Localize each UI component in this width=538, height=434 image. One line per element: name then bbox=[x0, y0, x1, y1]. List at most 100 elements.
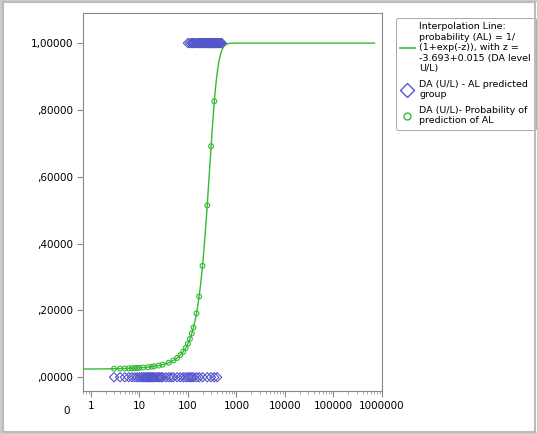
Point bbox=[210, 39, 219, 46]
Point bbox=[147, 374, 156, 381]
Point bbox=[137, 374, 146, 381]
Point bbox=[206, 39, 215, 46]
Point bbox=[217, 39, 225, 46]
Point bbox=[203, 374, 211, 381]
Point bbox=[173, 374, 181, 381]
Point bbox=[167, 374, 175, 381]
Point bbox=[207, 143, 215, 150]
Point bbox=[154, 362, 163, 369]
Point bbox=[135, 365, 144, 372]
Point bbox=[203, 202, 211, 209]
Point bbox=[189, 39, 198, 46]
Point bbox=[201, 39, 210, 46]
Point bbox=[121, 374, 129, 381]
Point bbox=[199, 39, 208, 46]
Point bbox=[176, 352, 185, 358]
Point bbox=[189, 374, 198, 381]
Point bbox=[190, 39, 199, 46]
Point bbox=[110, 374, 118, 381]
Point bbox=[189, 324, 198, 331]
Point bbox=[210, 98, 218, 105]
Point bbox=[110, 365, 118, 372]
Point bbox=[139, 364, 147, 371]
Point bbox=[186, 335, 194, 342]
Point bbox=[213, 39, 222, 46]
Point bbox=[116, 365, 124, 372]
Point bbox=[124, 365, 133, 372]
Point bbox=[216, 39, 224, 46]
Point bbox=[183, 374, 192, 381]
Point bbox=[204, 39, 213, 46]
Point bbox=[128, 374, 136, 381]
Point bbox=[197, 39, 206, 46]
Point bbox=[192, 39, 201, 46]
Point bbox=[164, 374, 173, 381]
Point bbox=[164, 359, 173, 366]
Point bbox=[157, 374, 165, 381]
Point bbox=[145, 374, 154, 381]
Point bbox=[200, 39, 209, 46]
Point bbox=[133, 374, 141, 381]
Point bbox=[186, 39, 194, 46]
Point bbox=[208, 39, 216, 46]
Point bbox=[152, 374, 160, 381]
Point bbox=[130, 365, 139, 372]
Point bbox=[158, 374, 167, 381]
Point bbox=[181, 345, 190, 352]
Point bbox=[209, 39, 218, 46]
Point bbox=[213, 374, 222, 381]
Point bbox=[188, 39, 197, 46]
Point bbox=[133, 365, 141, 372]
Point bbox=[209, 39, 217, 46]
Point bbox=[186, 374, 194, 381]
Point bbox=[211, 39, 220, 46]
Point bbox=[153, 374, 162, 381]
Point bbox=[130, 374, 139, 381]
Point bbox=[195, 374, 203, 381]
Text: 0: 0 bbox=[63, 406, 70, 416]
Point bbox=[124, 374, 133, 381]
Point bbox=[215, 39, 223, 46]
Point bbox=[207, 39, 215, 46]
Point bbox=[198, 263, 207, 270]
Point bbox=[206, 39, 214, 46]
Point bbox=[183, 39, 192, 46]
Point bbox=[147, 363, 156, 370]
Point bbox=[213, 39, 221, 46]
Point bbox=[161, 374, 170, 381]
Point bbox=[148, 374, 157, 381]
Point bbox=[195, 39, 204, 46]
Point bbox=[204, 39, 213, 46]
Point bbox=[142, 374, 151, 381]
Point bbox=[150, 374, 158, 381]
Point bbox=[139, 374, 147, 381]
Point bbox=[192, 310, 201, 317]
Point bbox=[140, 374, 149, 381]
Point bbox=[155, 374, 164, 381]
Point bbox=[210, 39, 218, 46]
Point bbox=[214, 39, 223, 46]
Point bbox=[203, 39, 211, 46]
Point bbox=[150, 363, 158, 370]
Point bbox=[194, 39, 202, 46]
Point bbox=[187, 374, 196, 381]
Point bbox=[169, 357, 178, 364]
Point bbox=[176, 374, 185, 381]
Point bbox=[144, 374, 152, 381]
Legend: Interpolation Line:
probability (AL) = 1/
(1+exp(-z)), with z =
-3.693+0.015 (DA: Interpolation Line: probability (AL) = 1… bbox=[395, 18, 536, 130]
Point bbox=[116, 374, 124, 381]
Point bbox=[158, 361, 167, 368]
Point bbox=[144, 364, 152, 371]
Point bbox=[195, 293, 203, 300]
Point bbox=[183, 340, 192, 347]
Point bbox=[217, 39, 226, 46]
Point bbox=[198, 39, 207, 46]
Point bbox=[210, 374, 218, 381]
Point bbox=[195, 39, 203, 46]
Point bbox=[173, 355, 181, 362]
Point bbox=[128, 365, 136, 372]
Point bbox=[187, 39, 196, 46]
Point bbox=[202, 39, 211, 46]
Point bbox=[146, 374, 155, 381]
Point bbox=[198, 374, 207, 381]
